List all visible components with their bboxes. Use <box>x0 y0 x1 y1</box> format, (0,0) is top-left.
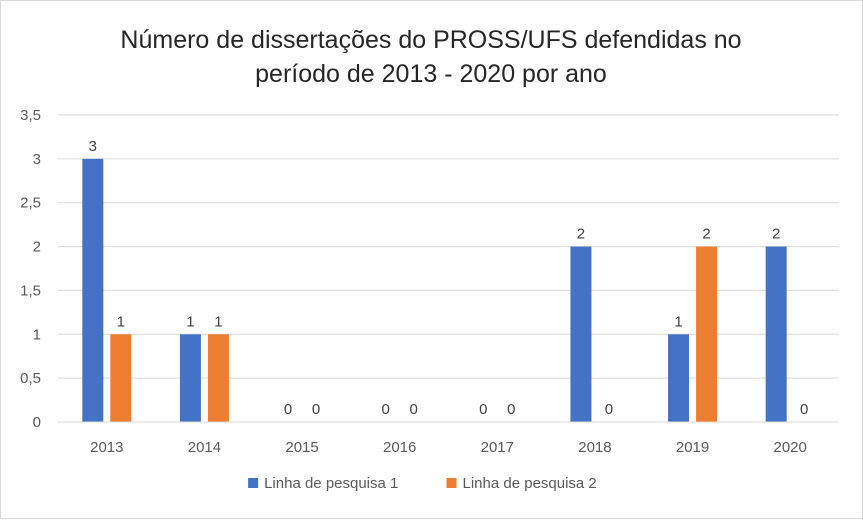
y-tick-label: 2,5 <box>20 195 41 212</box>
bar <box>179 334 201 422</box>
bar <box>696 246 718 422</box>
x-tick-label: 2013 <box>90 439 123 456</box>
data-label: 0 <box>507 401 515 418</box>
data-label: 1 <box>186 313 194 330</box>
data-labels: 3 1 1 1 0 0 0 0 0 0 2 0 1 2 2 0 <box>89 138 809 418</box>
legend-swatch <box>248 478 259 488</box>
data-label: 1 <box>214 313 222 330</box>
y-tick-label: 0 <box>33 414 41 431</box>
x-tick-label: 2016 <box>383 439 416 456</box>
x-tick-label: 2015 <box>285 439 318 456</box>
data-label: 0 <box>605 401 613 418</box>
data-label: 0 <box>312 401 320 418</box>
y-tick-label: 1,5 <box>20 282 41 299</box>
data-label: 0 <box>410 401 418 418</box>
data-label: 3 <box>89 138 97 155</box>
bar <box>668 334 690 422</box>
y-tick-label: 0,5 <box>20 370 41 387</box>
bars <box>82 158 787 422</box>
y-tick-label: 2 <box>33 239 41 256</box>
y-tick-label: 3 <box>33 151 41 168</box>
y-tick-label: 3,5 <box>20 107 41 124</box>
gridlines <box>58 114 839 379</box>
data-label: 2 <box>702 226 710 243</box>
data-label: 0 <box>382 401 390 418</box>
bar <box>110 334 132 422</box>
legend-label: Linha de pesquisa 1 <box>264 475 398 492</box>
x-tick-label: 2017 <box>481 439 514 456</box>
data-label: 0 <box>479 401 487 418</box>
x-tick-label: 2020 <box>774 439 807 456</box>
legend-label: Linha de pesquisa 2 <box>463 475 597 492</box>
data-label: 1 <box>117 313 125 330</box>
data-label: 1 <box>674 313 682 330</box>
x-tick-label: 2018 <box>578 439 611 456</box>
data-label: 0 <box>800 401 808 418</box>
bar <box>207 334 229 422</box>
legend: Linha de pesquisa 1 Linha de pesquisa 2 <box>248 475 597 492</box>
data-label: 0 <box>284 401 292 418</box>
bar <box>82 158 104 422</box>
x-tick-label: 2019 <box>676 439 709 456</box>
chart-title-line-1: Número de dissertações do PROSS/UFS defe… <box>120 26 741 54</box>
data-label: 2 <box>772 226 780 243</box>
x-tick-label: 2014 <box>188 439 221 456</box>
data-label: 2 <box>577 226 585 243</box>
bar <box>570 246 592 422</box>
y-tick-label: 1 <box>33 326 41 343</box>
bar <box>765 246 787 422</box>
chart-title-line-2: período de 2013 - 2020 por ano <box>255 60 607 88</box>
legend-swatch <box>446 478 457 488</box>
